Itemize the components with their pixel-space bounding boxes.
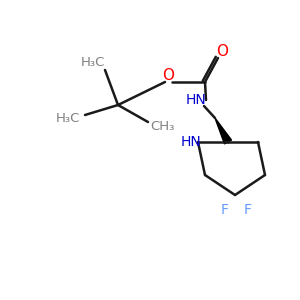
Text: O: O <box>216 44 228 59</box>
Text: CH₃: CH₃ <box>150 121 174 134</box>
Text: H₃C: H₃C <box>56 112 80 124</box>
Text: O: O <box>162 68 174 82</box>
Text: F: F <box>221 203 229 217</box>
Text: H₃C: H₃C <box>81 56 105 68</box>
Text: HN: HN <box>181 135 201 149</box>
Text: HN: HN <box>186 93 206 107</box>
Text: F: F <box>244 203 252 217</box>
Polygon shape <box>215 118 232 144</box>
